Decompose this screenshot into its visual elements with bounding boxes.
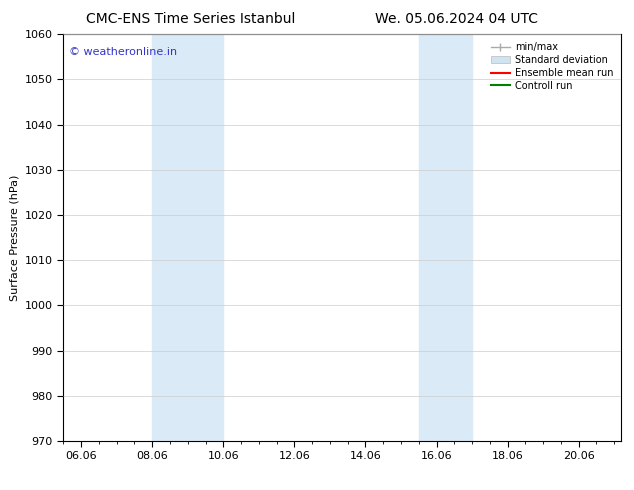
Bar	[152, 34, 223, 441]
Text: © weatheronline.in: © weatheronline.in	[69, 47, 177, 56]
Y-axis label: Surface Pressure (hPa): Surface Pressure (hPa)	[10, 174, 19, 301]
Legend: min/max, Standard deviation, Ensemble mean run, Controll run: min/max, Standard deviation, Ensemble me…	[488, 39, 616, 94]
Text: CMC-ENS Time Series Istanbul: CMC-ENS Time Series Istanbul	[86, 12, 295, 26]
Bar	[419, 34, 472, 441]
Text: We. 05.06.2024 04 UTC: We. 05.06.2024 04 UTC	[375, 12, 538, 26]
